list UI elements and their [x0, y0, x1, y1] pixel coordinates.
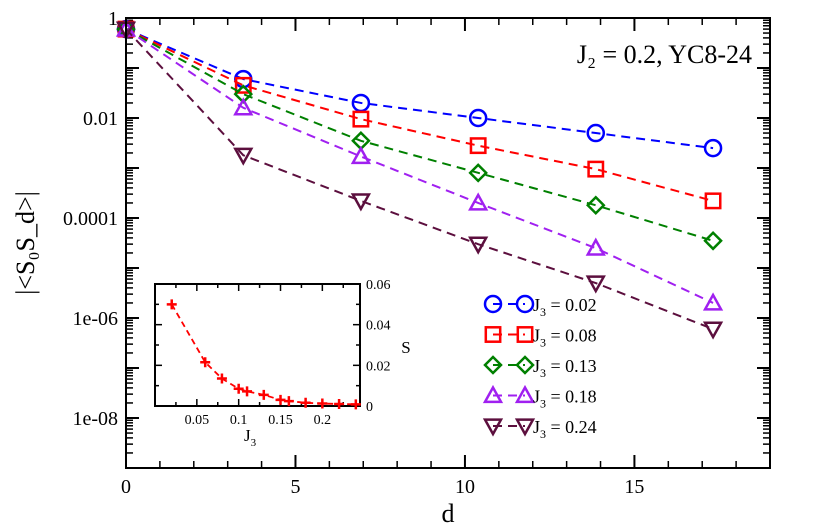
inset-data-point [300, 397, 311, 408]
inset-data-point [258, 389, 269, 400]
data-point-2 [587, 160, 605, 178]
x-tick-label: 0 [121, 476, 131, 498]
data-point-4 [468, 192, 489, 211]
legend-marker-3 [515, 355, 535, 375]
data-point-3 [468, 163, 488, 183]
inset-series-line [170, 303, 356, 406]
data-point-2 [469, 137, 487, 155]
inset-data-point [216, 373, 227, 384]
x-tick-label: 5 [290, 476, 300, 498]
y-tick-label: 1e-06 [72, 308, 118, 330]
inset-data-point [334, 398, 345, 409]
series-line-3 [125, 28, 714, 242]
data-point-5 [233, 147, 254, 166]
inset-data-point [233, 383, 244, 394]
series-line-1 [125, 28, 714, 150]
inset-y-tick-label: 0.02 [366, 359, 391, 374]
legend-label-5: J3 = 0.24 [533, 417, 597, 441]
data-point-5 [585, 275, 606, 294]
inset-x-tick-label: 0.15 [268, 413, 293, 428]
y-tick-label: 0.0001 [63, 208, 118, 230]
data-point-4 [585, 237, 606, 256]
inset-x-tick-label: 0.05 [185, 413, 210, 428]
legend-label-3: J3 = 0.13 [533, 356, 597, 380]
series-line-5 [125, 28, 714, 331]
legend-label-1: J3 = 0.02 [533, 295, 597, 319]
inset-data-point [166, 299, 177, 310]
inset-x-tick-label: 0.2 [314, 413, 332, 428]
inset-data-point [242, 386, 253, 397]
data-point-2 [352, 110, 370, 128]
inset-data-point [275, 394, 286, 405]
legend-marker-4 [482, 384, 504, 404]
x-tick-label: 15 [624, 476, 644, 498]
legend-marker-3 [483, 355, 503, 375]
data-point-4 [233, 97, 254, 116]
data-point-5 [350, 193, 372, 212]
inset-y-tick-label: 0.04 [366, 319, 391, 334]
inset-frame [154, 283, 361, 407]
annotation-label: J₂ = 0.2, YC8-24 [577, 40, 752, 69]
y-tick-label: 1 [108, 8, 118, 30]
inset-x-tick-label: 0.1 [230, 413, 248, 428]
inset-y-axis-title: S [401, 338, 410, 357]
inset-y-tick-label: 0.06 [366, 278, 391, 293]
data-point-4 [702, 292, 724, 311]
x-tick-label: 10 [455, 476, 475, 498]
data-point-2 [704, 192, 722, 210]
legend-label-2: J3 = 0.08 [533, 326, 597, 350]
y-tick-label: 0.01 [83, 108, 118, 130]
data-point-1 [703, 138, 723, 158]
inset-data-point [200, 357, 211, 368]
series-line-2 [125, 28, 714, 202]
data-point-2 [234, 76, 252, 94]
inset-x-axis-title: J3 [244, 426, 257, 449]
y-tick-label: 1e-08 [72, 408, 118, 430]
legend-marker-4 [514, 384, 536, 404]
legend-marker-1 [515, 294, 535, 314]
data-point-3 [703, 231, 723, 251]
data-point-5 [702, 321, 724, 340]
legend-marker-5 [514, 418, 536, 437]
legend-label-4: J3 = 0.18 [533, 387, 597, 411]
data-point-1 [468, 108, 488, 128]
data-point-5 [468, 236, 489, 255]
inset-y-tick-label: 0 [366, 400, 373, 415]
legend: J3 = 0.02 J3 = 0.08 J3 = 0.13 J3 = 0.18 J3 =… [482, 294, 597, 441]
inset-data-point [317, 398, 328, 409]
inset-plot: 0.05 0.1 0.15 0.2 0 0.02 0.04 0.06 S J3 [154, 278, 411, 449]
legend-marker-5 [482, 418, 504, 437]
main-plot: 1 0.01 0.0001 1e-06 1e-08 0 5 10 15 d |<S₀S_d>| J₂ … [11, 8, 771, 528]
inset-data-point [350, 399, 361, 410]
data-point-4 [350, 145, 372, 165]
y-axis-title: |<S₀S_d>| [11, 191, 40, 295]
data-point-1 [586, 123, 606, 143]
legend-marker-2 [516, 326, 534, 343]
x-axis-title: d [442, 499, 455, 528]
legend-marker-1 [483, 294, 503, 314]
data-point-3 [586, 195, 606, 216]
plot-frame [125, 17, 771, 469]
legend-marker-2 [484, 326, 502, 343]
inset-data-point [283, 396, 294, 407]
series-line-4 [125, 28, 714, 304]
